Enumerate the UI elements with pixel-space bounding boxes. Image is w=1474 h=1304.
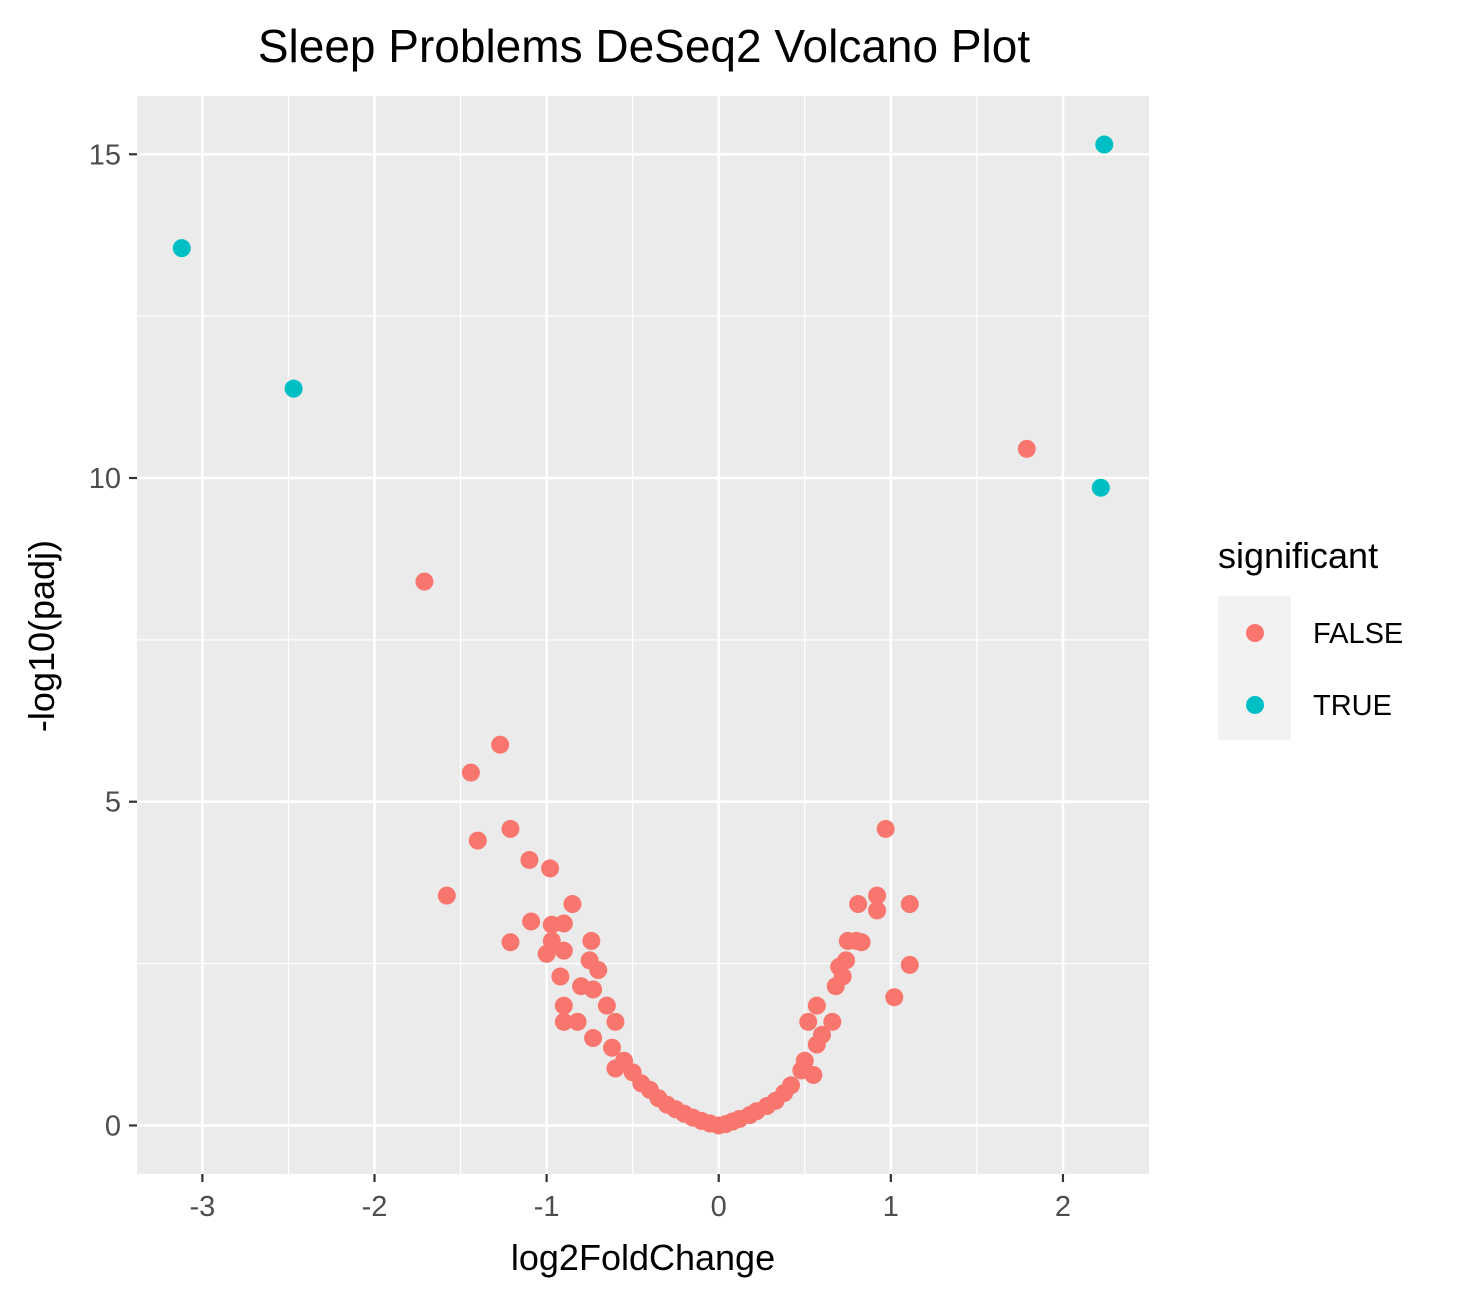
data-points bbox=[172, 135, 1114, 1135]
data-point bbox=[885, 988, 904, 1007]
data-point bbox=[501, 819, 520, 838]
x-tick-label: -2 bbox=[362, 1191, 388, 1223]
data-point bbox=[554, 996, 573, 1015]
data-point bbox=[900, 895, 919, 914]
y-tick-label: 5 bbox=[105, 787, 121, 819]
data-point bbox=[807, 996, 826, 1015]
data-point bbox=[852, 933, 871, 952]
data-point bbox=[584, 980, 603, 999]
data-point bbox=[520, 850, 539, 869]
data-point bbox=[900, 955, 919, 974]
plot-panel bbox=[137, 96, 1149, 1174]
x-tick-label: -3 bbox=[190, 1191, 216, 1223]
data-point bbox=[522, 912, 541, 931]
legend-key-false bbox=[1246, 624, 1264, 642]
data-point bbox=[606, 1012, 625, 1031]
series-false bbox=[415, 439, 1036, 1135]
data-point bbox=[554, 1012, 573, 1031]
data-point bbox=[606, 1059, 625, 1078]
y-tick-label: 0 bbox=[105, 1110, 121, 1142]
data-point bbox=[709, 1116, 728, 1135]
legend-key-true bbox=[1246, 696, 1264, 714]
data-point bbox=[603, 1038, 622, 1057]
data-point bbox=[172, 239, 191, 258]
data-point bbox=[876, 819, 895, 838]
data-point bbox=[826, 977, 845, 996]
data-point bbox=[568, 1012, 587, 1031]
data-point bbox=[589, 961, 608, 980]
data-point bbox=[584, 1029, 603, 1048]
data-point bbox=[823, 1012, 842, 1031]
major-gridlines bbox=[137, 96, 1149, 1174]
data-point bbox=[597, 996, 616, 1015]
data-point bbox=[491, 735, 510, 754]
data-point bbox=[554, 914, 573, 933]
data-point bbox=[582, 931, 601, 950]
data-point bbox=[468, 831, 487, 850]
data-point bbox=[541, 859, 560, 878]
legend-key-background bbox=[1218, 596, 1291, 740]
x-tick-label: 2 bbox=[1055, 1191, 1071, 1223]
data-point bbox=[551, 967, 570, 986]
data-point bbox=[868, 901, 887, 920]
series-true bbox=[172, 135, 1114, 497]
x-tick-label: -1 bbox=[534, 1191, 560, 1223]
data-point bbox=[563, 895, 582, 914]
y-tick-label: 15 bbox=[89, 139, 121, 171]
x-tick-label: 0 bbox=[711, 1191, 727, 1223]
data-point bbox=[868, 886, 887, 905]
x-axis-title: log2FoldChange bbox=[511, 1237, 775, 1278]
data-point bbox=[1017, 439, 1036, 458]
data-point bbox=[437, 886, 456, 905]
legend-label-true: TRUE bbox=[1313, 690, 1392, 722]
data-point bbox=[537, 944, 556, 963]
data-point bbox=[501, 933, 520, 952]
data-point bbox=[415, 572, 434, 591]
data-point bbox=[1095, 135, 1114, 154]
data-point bbox=[792, 1061, 811, 1080]
x-axis-ticks: -3 -2 -1 0 1 2 bbox=[190, 1174, 1071, 1223]
data-point bbox=[799, 1012, 818, 1031]
data-point bbox=[554, 941, 573, 960]
data-point bbox=[284, 379, 303, 398]
chart-title: Sleep Problems DeSeq2 Volcano Plot bbox=[258, 20, 1030, 72]
minor-gridlines bbox=[137, 96, 1149, 1174]
legend-title: significant bbox=[1218, 535, 1378, 576]
legend-label-false: FALSE bbox=[1313, 618, 1403, 650]
y-axis-ticks: 0 5 10 15 bbox=[89, 139, 137, 1142]
data-point bbox=[849, 895, 868, 914]
y-axis-title: -log10(padj) bbox=[21, 540, 62, 732]
legend: significant FALSE TRUE bbox=[1218, 535, 1403, 740]
x-tick-label: 1 bbox=[883, 1191, 899, 1223]
data-point bbox=[807, 1035, 826, 1054]
y-tick-label: 10 bbox=[89, 463, 121, 495]
data-point bbox=[1091, 478, 1110, 497]
data-point bbox=[461, 763, 480, 782]
